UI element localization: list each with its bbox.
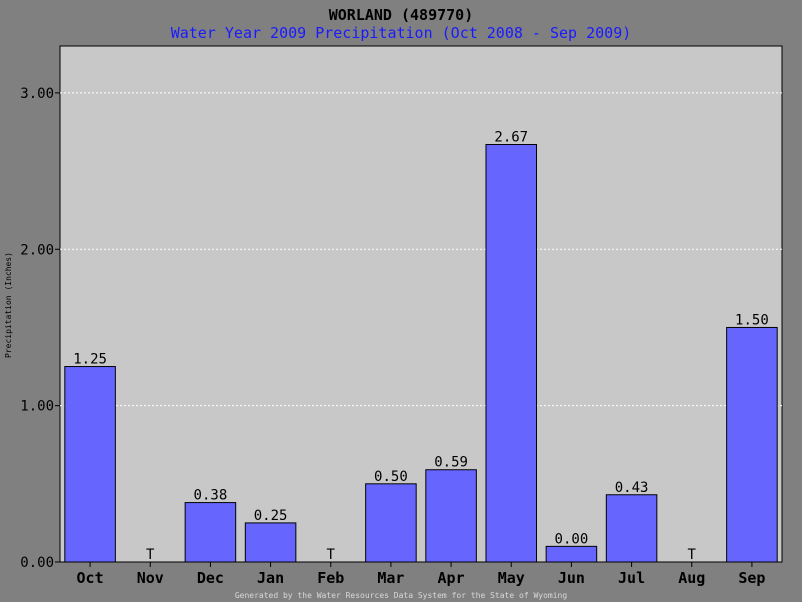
plot-area [59,45,783,563]
data-label-jan: 0.25 [254,508,288,524]
data-label-nov: T [146,547,155,563]
x-tick-label-feb: Feb [317,569,344,587]
x-tick-label-mar: Mar [377,569,404,587]
x-tick-label-jul: Jul [618,569,645,587]
x-tick-label-nov: Nov [137,569,164,587]
data-label-aug: T [688,547,697,563]
bar-jun [545,545,598,563]
axes: 0.00 1.00 2.00 3.00 Oct Nov Dec Jan Feb Mar Apr May… [20,86,765,587]
bar-dec [184,502,237,563]
y-tick-label: 0.00 [20,555,54,571]
y-tick-label: 1.00 [20,399,54,415]
x-tick-label-aug: Aug [678,569,705,587]
y-tick-label: 3.00 [20,86,54,102]
data-label-may: 2.67 [494,130,528,146]
x-tick-label-jun: Jun [558,569,585,587]
bar-may [485,144,538,563]
bar-jan [244,522,297,563]
x-tick-label-jan: Jan [257,569,284,587]
labels: 1.25 T 0.38 0.25 T 0.50 0.59 2.67 0.00 0.43 T 1.50 [73,130,769,563]
x-tick-label-apr: Apr [438,569,465,587]
bars [64,144,778,563]
x-tick-label-sep: Sep [738,569,765,587]
data-label-dec: 0.38 [194,488,228,504]
x-tick-label-dec: Dec [197,569,224,587]
y-tick-label: 2.00 [20,242,54,258]
gridlines [60,92,782,407]
data-label-sep: 1.50 [735,312,769,328]
data-label-apr: 0.59 [434,455,468,471]
x-tick-label-oct: Oct [77,569,104,587]
bar-oct [64,366,116,563]
footer-credit: Generated by the Water Resources Data Sy… [234,591,568,600]
y-axis-label: Precipitation (Inches) [4,252,13,358]
bar-mar [365,483,417,563]
bar-sep [726,326,778,563]
chart-subtitle: Water Year 2009 Precipitation (Oct 2008 … [170,24,632,42]
data-label-feb: T [327,547,336,563]
data-label-jun: 0.00 [555,531,589,547]
x-tick-label-may: May [498,569,525,587]
bar-jul [605,494,658,563]
data-label-jul: 0.43 [615,480,649,496]
chart-title: WORLAND (489770) [328,6,474,24]
data-label-oct: 1.25 [73,352,107,368]
data-label-mar: 0.50 [374,469,408,485]
bar-apr [425,469,477,563]
